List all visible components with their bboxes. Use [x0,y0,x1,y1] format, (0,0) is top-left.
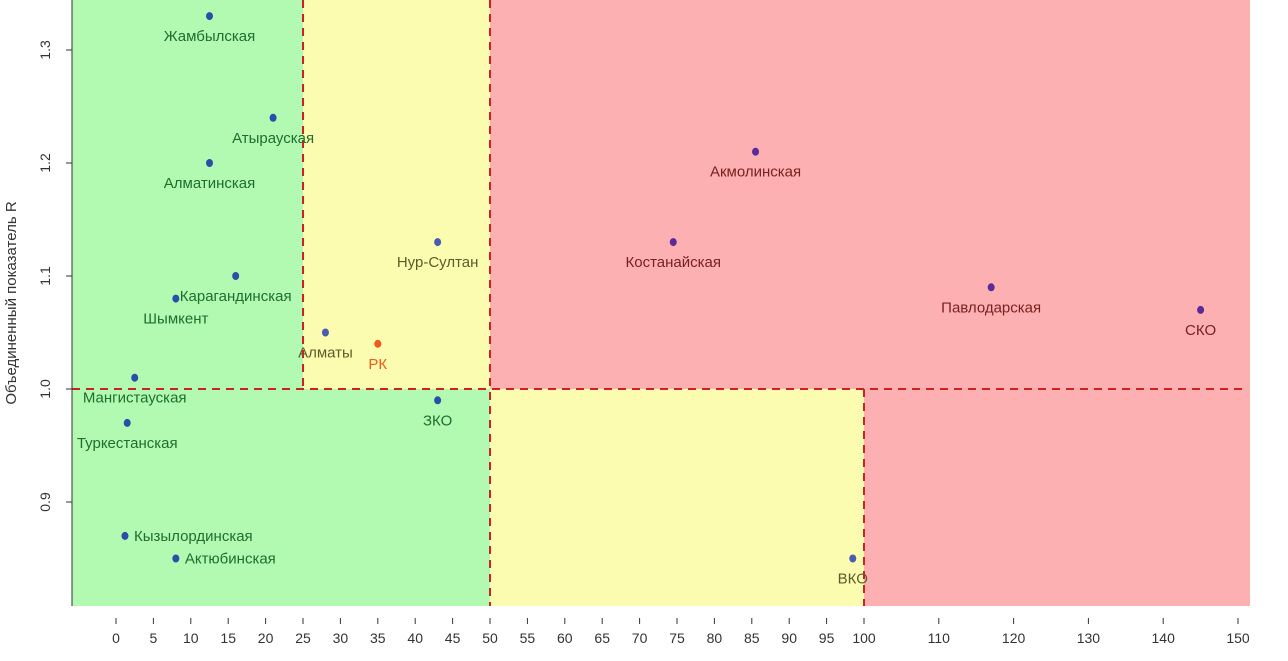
point-label: РК [368,356,387,373]
data-point [669,238,677,247]
data-point [849,554,857,563]
x-tick-label: 60 [557,630,573,646]
x-tick-label: 130 [1077,630,1101,646]
y-tick-label: 1.0 [37,379,53,399]
data-point [434,396,442,405]
data-point [172,554,180,563]
point-label: Карагандинская [180,288,292,305]
data-point [321,328,329,337]
point-label: Актюбинская [185,551,276,568]
point-label: Костанайская [626,254,722,271]
y-tick-label: 1.2 [37,153,53,173]
data-point [1197,305,1205,314]
x-tick-label: 150 [1226,630,1250,646]
data-point [206,12,213,21]
x-tick-label: 25 [295,630,311,646]
zone-rect [864,389,1250,606]
point-label: Туркестанская [77,435,178,452]
x-tick-label: 30 [333,630,349,646]
x-tick-label: 45 [445,630,461,646]
x-tick-label: 80 [707,630,723,646]
point-label: Шымкент [143,311,208,328]
x-tick-label: 110 [928,630,951,646]
zone-rect [490,389,864,606]
y-tick-label: 0.9 [37,492,53,512]
x-axis-ticks: 0 5 10 15 20 25 30 35 40 45 50 55 60 65 70 75 80 85 90 95 10… [112,618,1250,646]
point-label: СКО [1185,322,1216,339]
x-tick-label: 5 [150,630,158,646]
point-label: Нур-Султан [397,254,479,271]
x-tick-label: 140 [1152,630,1176,646]
data-point [206,159,213,167]
x-tick-label: 120 [1002,630,1026,646]
data-point [131,373,139,382]
x-tick-label: 35 [370,630,386,646]
x-tick-label: 55 [520,630,536,646]
point-label: Жамбылская [164,28,256,45]
zone-backgrounds [72,0,1250,606]
y-axis-title: Объединенный показатель R [3,201,20,405]
x-tick-label: 85 [744,630,760,646]
point-label: Павлодарская [941,299,1041,316]
x-tick-label: 15 [220,630,236,646]
y-tick-label: 1.1 [37,266,53,286]
y-axis-ticks: 0.9 1.0 1.1 1.2 1.3 [37,40,72,512]
point-label: Кызылординская [134,528,253,545]
zone-rect [303,0,490,389]
threshold-lines [72,0,1244,606]
x-tick-label: 95 [819,630,835,646]
x-tick-label: 40 [407,630,423,646]
x-tick-label: 10 [183,630,199,646]
data-point [121,531,129,540]
x-tick-label: 90 [781,630,797,646]
x-tick-label: 70 [632,630,648,646]
point-label: Мангистауская [83,390,187,407]
point-label: Алматы [298,345,353,362]
point-label: Акмолинская [710,164,801,181]
zone-rect [72,0,303,389]
point-label: Алматинская [164,175,255,192]
data-point [374,339,382,348]
data-point [987,283,995,292]
point-label: Атырауская [232,130,314,147]
data-points: Жамбылская Атырауская Алматинская Нур-Султа… [77,12,1216,588]
data-point [123,418,131,427]
data-point [232,272,240,280]
x-tick-label: 0 [112,630,120,646]
zone-rect [490,0,1250,389]
point-label: ВКО [838,571,868,588]
data-point [752,147,760,156]
x-tick-label: 50 [482,630,498,646]
data-point [434,238,442,247]
x-tick-label: 65 [594,630,610,646]
x-tick-label: 75 [669,630,685,646]
data-point [269,113,277,122]
data-point [172,294,180,303]
zone-rect [72,389,490,606]
x-tick-label: 100 [852,630,876,646]
x-tick-label: 20 [258,630,274,646]
point-label: ЗКО [423,412,452,429]
y-tick-label: 1.3 [37,40,53,60]
